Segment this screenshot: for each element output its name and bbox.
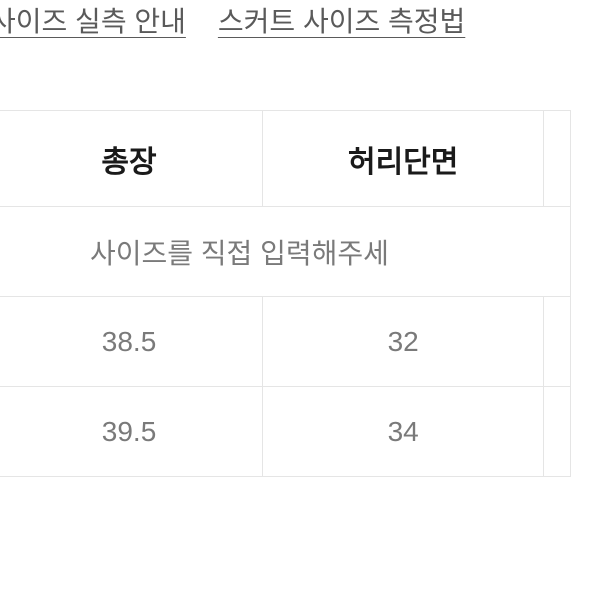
table-row: 38.5 32 [0, 297, 571, 387]
table-header-row: 총장 허리단면 [0, 111, 571, 207]
table-header-col1: 총장 [0, 111, 263, 207]
size-guide-link[interactable]: 사이즈 실측 안내 [0, 0, 186, 40]
table-cell: 32 [263, 297, 544, 387]
table-cell: 39.5 [0, 387, 263, 477]
table-prompt-row: 사이즈를 직접 입력해주세 [0, 207, 571, 297]
table-cell-empty [544, 387, 571, 477]
size-input-prompt[interactable]: 사이즈를 직접 입력해주세 [0, 207, 571, 297]
table-header-col2: 허리단면 [263, 111, 544, 207]
table-cell: 34 [263, 387, 544, 477]
table-cell-empty [544, 297, 571, 387]
header-links: 사이즈 실측 안내 스커트 사이즈 측정법 [0, 0, 599, 58]
size-table: 총장 허리단면 사이즈를 직접 입력해주세 38.5 32 39.5 34 [0, 110, 571, 477]
table-row: 39.5 34 [0, 387, 571, 477]
table-header-empty-end [544, 111, 571, 207]
table-cell: 38.5 [0, 297, 263, 387]
skirt-measure-link[interactable]: 스커트 사이즈 측정법 [218, 0, 465, 40]
